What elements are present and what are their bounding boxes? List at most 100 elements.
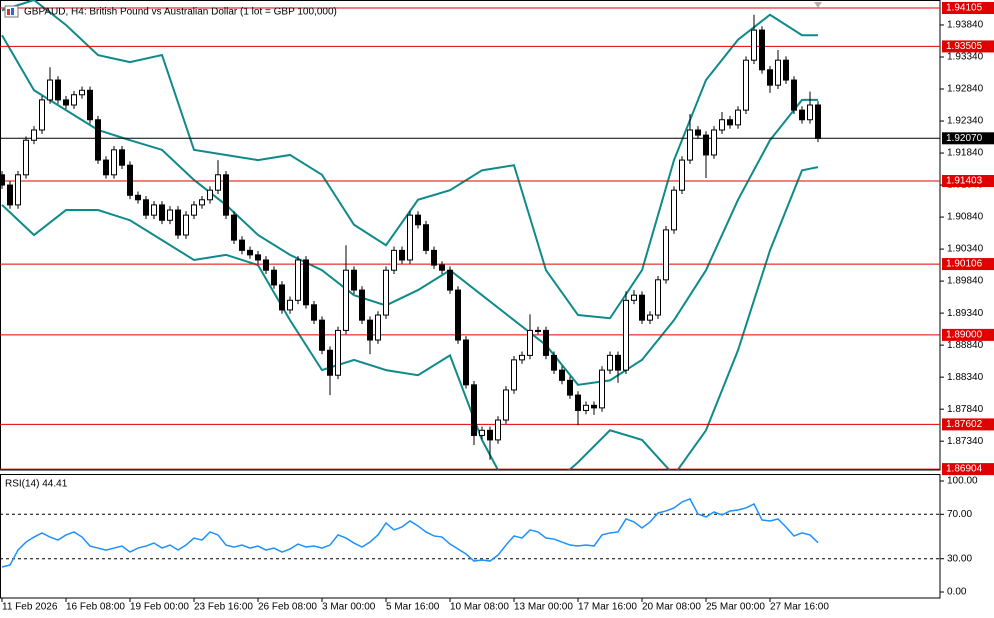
candle-body	[151, 204, 157, 216]
candle-body	[751, 29, 757, 61]
candle-body	[295, 259, 301, 301]
rsi-title: RSI(14) 44.41	[5, 479, 68, 490]
bollinger-lower	[1, 166, 819, 470]
rsi-y-tick-label: 100.00	[947, 476, 978, 487]
candle-body	[639, 294, 645, 321]
candle-body	[455, 289, 461, 341]
rsi-y-tick-label: 30.00	[947, 553, 972, 564]
bollinger-upper	[1, 0, 818, 320]
level-label-box	[942, 328, 994, 341]
candle-body	[311, 304, 317, 321]
candle-body	[647, 314, 653, 321]
rsi-y-tick-label: 70.00	[947, 509, 972, 520]
candle-body	[727, 119, 733, 126]
candle-body	[23, 139, 29, 176]
candle-body	[543, 329, 549, 356]
x-tick-label: 5 Mar 16:00	[386, 602, 440, 613]
candle-body	[71, 94, 77, 106]
level-label: 1.86904	[946, 464, 983, 475]
candle-body	[111, 149, 117, 176]
candle-body	[671, 189, 677, 231]
candle-body	[711, 129, 717, 156]
candle-body	[7, 184, 13, 206]
y-tick-label: 1.89340	[947, 308, 984, 319]
level-label: 1.89000	[946, 330, 983, 341]
candle-body	[559, 369, 565, 381]
level-label: 1.90106	[946, 259, 983, 270]
candle-body	[87, 89, 93, 121]
candle-body	[687, 129, 693, 161]
x-tick-label: 3 Mar 00:00	[322, 602, 376, 613]
candle-body	[199, 199, 205, 206]
candle-body	[63, 99, 69, 106]
candle-body	[31, 129, 37, 141]
x-tick-label: 27 Mar 16:00	[770, 602, 829, 613]
candle-body	[327, 349, 333, 376]
candle-body	[799, 109, 805, 121]
candle-body	[743, 59, 749, 111]
y-tick-label: 1.92340	[947, 116, 984, 127]
candle-body	[495, 419, 501, 441]
x-tick-label: 11 Feb 2026	[2, 602, 58, 613]
main-panel-frame	[0, 0, 941, 471]
candle-body	[679, 159, 685, 191]
x-tick-label: 16 Feb 08:00	[66, 602, 125, 613]
candle-body	[223, 174, 229, 216]
candle-body	[615, 354, 621, 371]
candle-body	[127, 164, 133, 196]
candle-body	[567, 379, 573, 396]
x-tick-label: 10 Mar 08:00	[450, 602, 509, 613]
level-label-box	[942, 418, 994, 431]
candle-body	[511, 359, 517, 391]
candle-body	[575, 394, 581, 411]
level-label: 1.94105	[946, 3, 983, 14]
candle-body	[775, 59, 781, 86]
candle-body	[519, 354, 525, 361]
candle-body	[79, 89, 85, 96]
candle-body	[431, 249, 437, 266]
candle-body	[719, 119, 725, 131]
level-label: 1.93505	[946, 41, 983, 52]
candle-body	[343, 269, 349, 331]
candle-body	[663, 229, 669, 281]
candle-body	[583, 404, 589, 411]
candle-body	[119, 149, 125, 166]
candle-body	[535, 329, 541, 332]
y-tick-label: 1.89840	[947, 276, 984, 287]
candle-body	[303, 259, 309, 306]
candle-body	[383, 269, 389, 316]
price-label-box	[942, 132, 994, 145]
candle-body	[503, 389, 509, 421]
candle-body	[631, 294, 637, 301]
candle-body	[255, 254, 261, 261]
candle-body	[407, 214, 413, 261]
level-label: 1.91403	[946, 176, 983, 187]
candle-body	[279, 284, 285, 311]
candle-body	[143, 199, 149, 216]
candle-body	[0, 174, 5, 186]
candle-body	[815, 104, 821, 139]
candle-body	[271, 269, 277, 286]
x-tick-label: 25 Mar 00:00	[706, 602, 765, 613]
candle-body	[391, 249, 397, 271]
price-label: 1.92070	[946, 133, 983, 144]
candle-body	[591, 404, 597, 409]
candle-body	[55, 79, 61, 101]
x-tick-label: 20 Mar 08:00	[642, 602, 701, 613]
candle-body	[447, 269, 453, 291]
y-tick-label: 1.93340	[947, 52, 984, 63]
candle-body	[215, 174, 221, 191]
x-tick-label: 23 Feb 16:00	[194, 602, 253, 613]
candle-body	[551, 354, 557, 371]
candle-body	[103, 159, 109, 176]
candle-body	[487, 429, 493, 441]
rsi-line	[1, 498, 819, 568]
y-tick-label: 1.88840	[947, 340, 984, 351]
candle-body	[359, 289, 365, 321]
chart-title: GBPAUD, H4: British Pound vs Australian …	[24, 7, 337, 18]
candle-body	[319, 319, 325, 351]
candle-body	[375, 314, 381, 341]
candle-body	[207, 189, 213, 201]
candle-body	[399, 249, 405, 261]
